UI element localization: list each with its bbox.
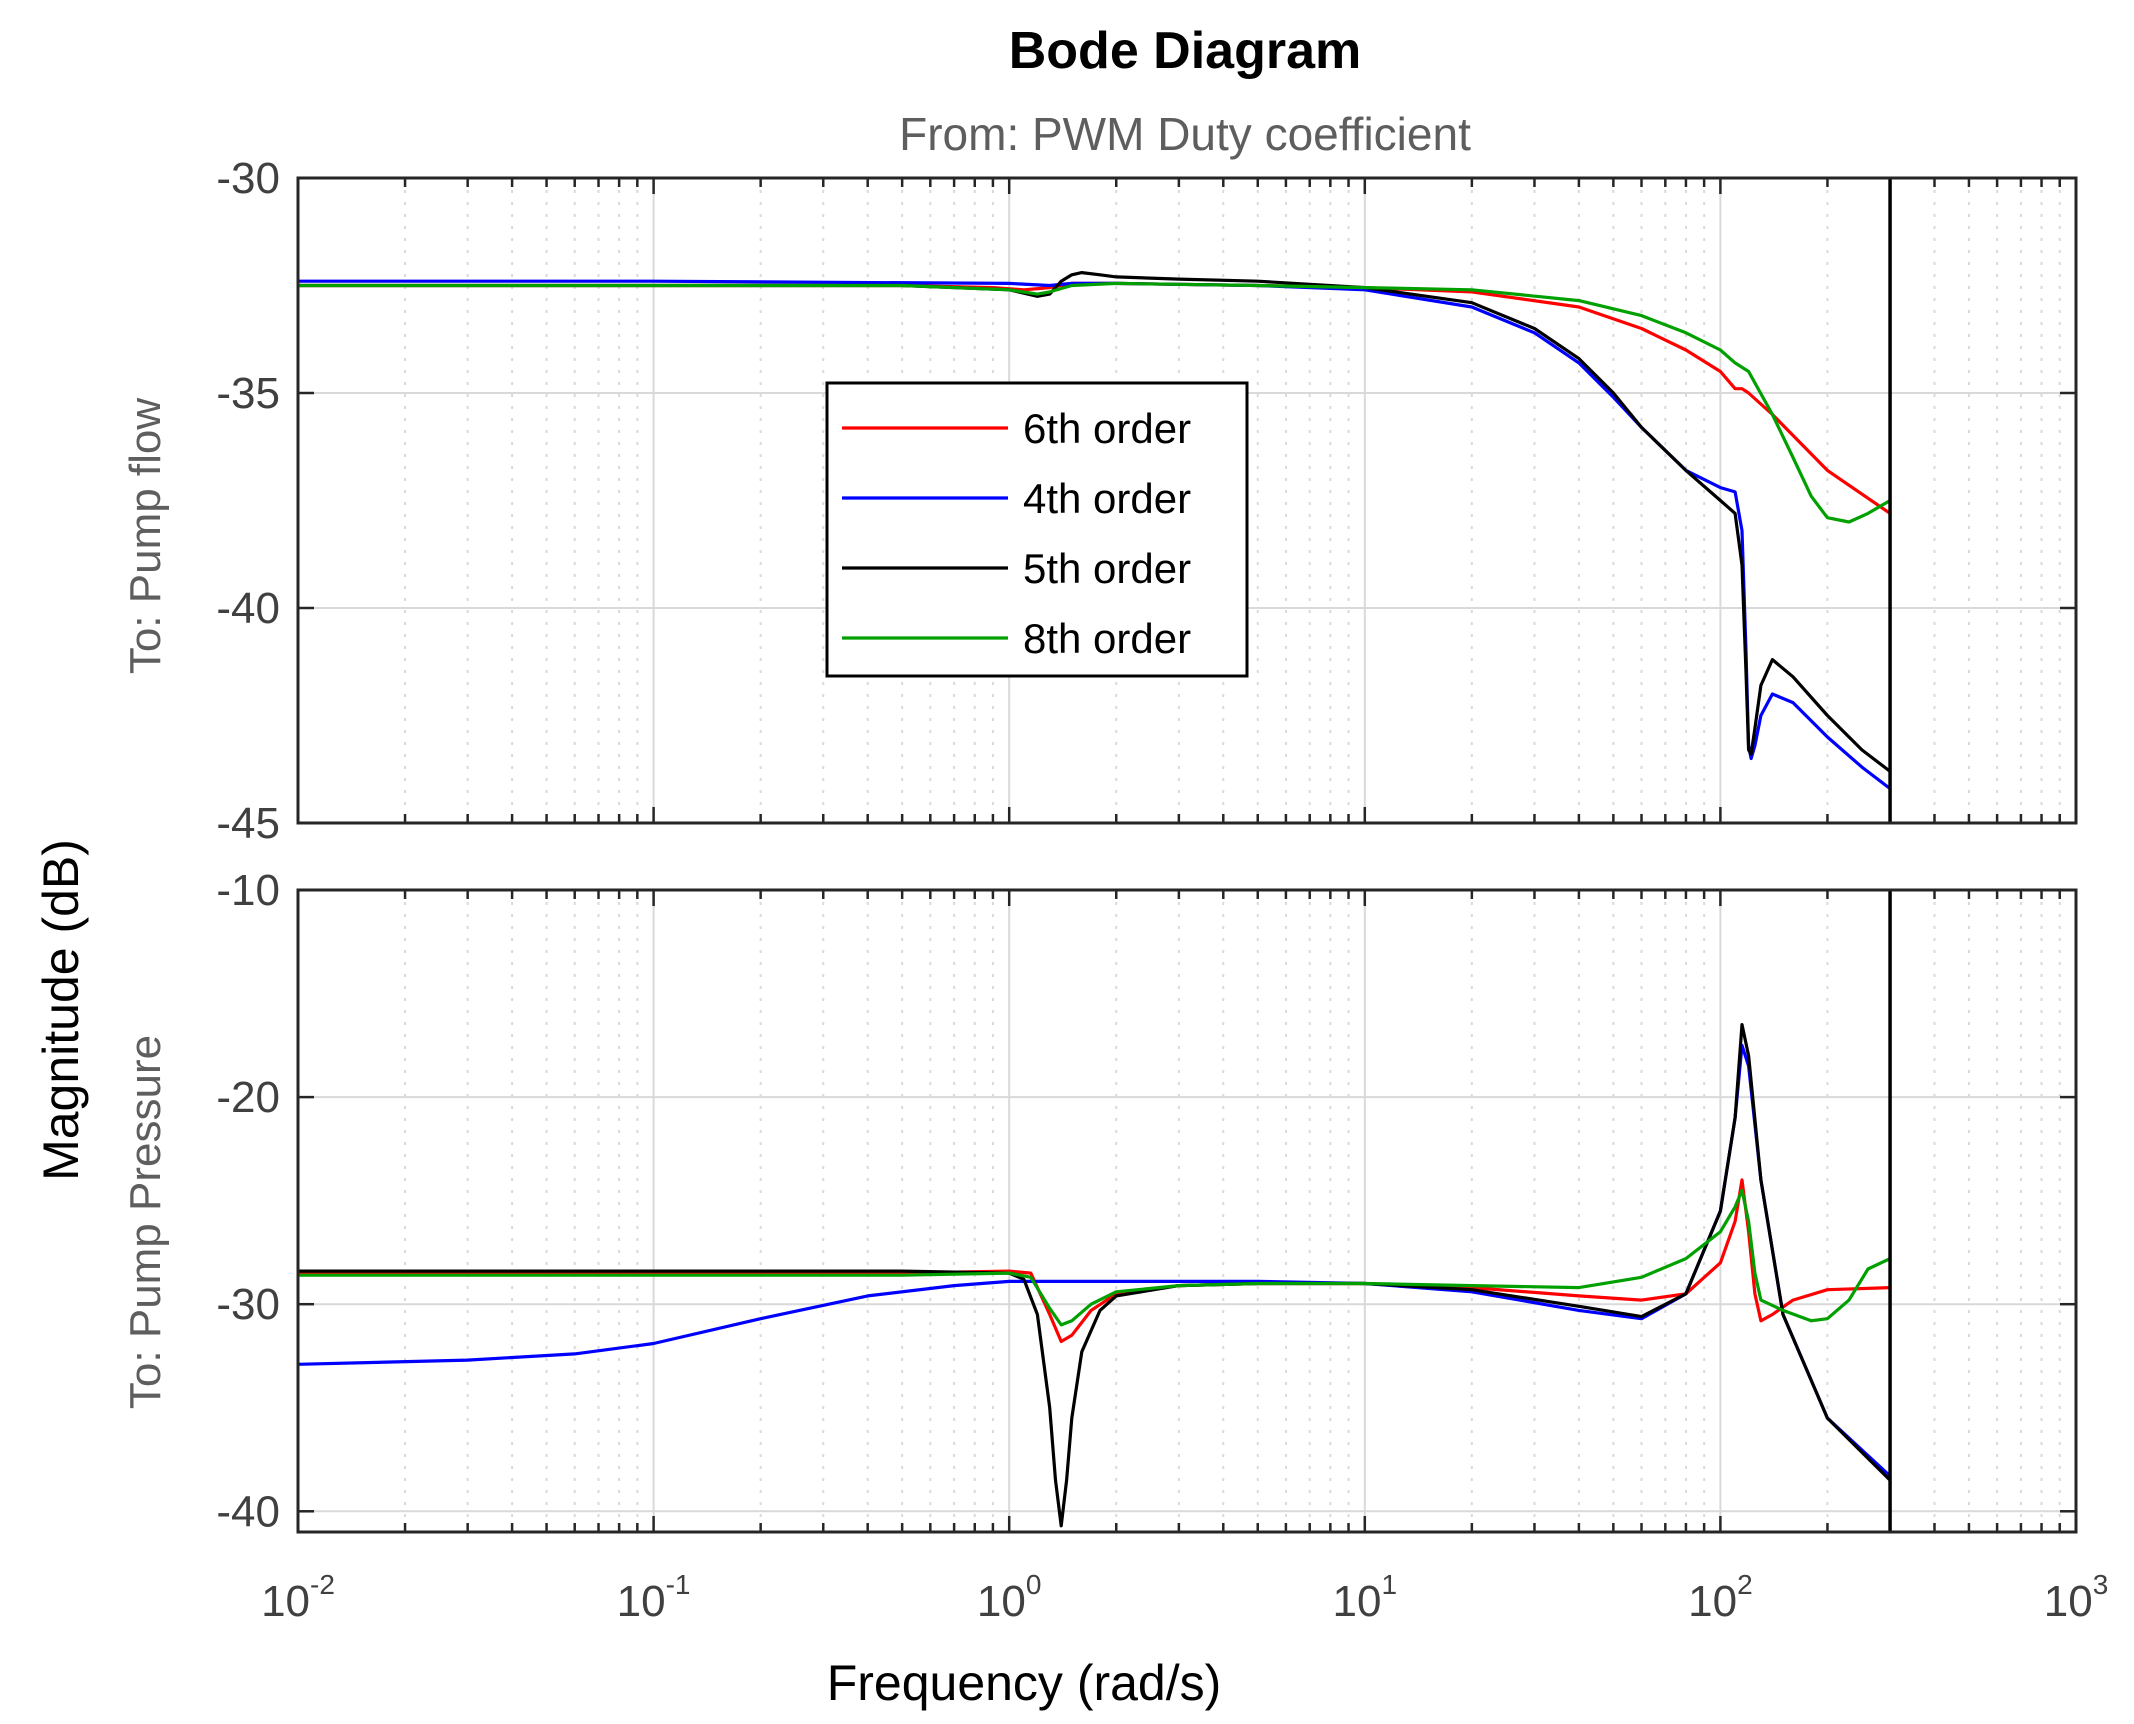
x-tick-label: 100 bbox=[977, 1569, 1042, 1626]
y-ticks-top: -30 -35 -40 -45 bbox=[216, 154, 280, 848]
row-label-pump-pressure: To: Pump Pressure bbox=[121, 1035, 170, 1409]
x-tick-label: 10-1 bbox=[617, 1569, 691, 1626]
x-tick-exponent: -1 bbox=[666, 1569, 691, 1600]
series-8th-order bbox=[298, 281, 1891, 524]
legend-label: 4th order bbox=[1023, 475, 1191, 522]
x-tick-exponent: -2 bbox=[310, 1569, 335, 1600]
x-tick-label: 10-2 bbox=[261, 1569, 335, 1626]
x-tick-exponent: 3 bbox=[2093, 1569, 2109, 1600]
x-tick-exponent: 1 bbox=[1381, 1569, 1397, 1600]
x-tick-exponent: 0 bbox=[1026, 1569, 1042, 1600]
y-tick-label: -40 bbox=[216, 1487, 280, 1536]
y-tick-label: -10 bbox=[216, 866, 280, 915]
y-axis-label: Magnitude (dB) bbox=[33, 839, 89, 1181]
x-tick-exponent: 2 bbox=[1737, 1569, 1753, 1600]
legend-box bbox=[825, 381, 1249, 678]
series-8th-order bbox=[298, 1188, 1891, 1327]
y-tick-label: -20 bbox=[216, 1073, 280, 1122]
bottom-panel-frame bbox=[296, 888, 2078, 1534]
x-tick-label: 103 bbox=[2044, 1569, 2109, 1626]
series-layer bbox=[298, 178, 1892, 1532]
legend: 6th order 4th order 5th order 8th order bbox=[825, 381, 1249, 678]
chart-title: Bode Diagram bbox=[1009, 22, 1362, 80]
y-tick-label: -40 bbox=[216, 584, 280, 633]
x-ticks: 10-2 10-1 100 101 102 103 bbox=[261, 1569, 2108, 1626]
x-tick-base: 10 bbox=[261, 1577, 310, 1626]
legend-label: 5th order bbox=[1023, 545, 1191, 592]
x-tick-base: 10 bbox=[2044, 1577, 2093, 1626]
x-tick-base: 10 bbox=[617, 1577, 666, 1626]
y-tick-label: -45 bbox=[216, 799, 280, 848]
y-ticks-bottom: -10 -20 -30 -40 bbox=[216, 866, 280, 1536]
top-panel-frame bbox=[296, 176, 2078, 825]
tick-layer bbox=[296, 176, 2076, 1532]
chart-subtitle: From: PWM Duty coefficient bbox=[899, 108, 1471, 160]
x-axis-label: Frequency (rad/s) bbox=[827, 1655, 1222, 1711]
row-label-pump-flow: To: Pump flow bbox=[121, 398, 170, 675]
y-tick-label: -30 bbox=[216, 154, 280, 203]
legend-label: 6th order bbox=[1023, 405, 1191, 452]
y-tick-label: -30 bbox=[216, 1280, 280, 1329]
grid-layer bbox=[298, 178, 2076, 1532]
legend-label: 8th order bbox=[1023, 615, 1191, 662]
x-tick-base: 10 bbox=[1333, 1577, 1382, 1626]
y-tick-label: -35 bbox=[216, 369, 280, 418]
series-6th-order bbox=[298, 1178, 1891, 1344]
series-4th-order bbox=[298, 1043, 1892, 1478]
x-tick-base: 10 bbox=[977, 1577, 1026, 1626]
x-tick-base: 10 bbox=[1688, 1577, 1737, 1626]
x-tick-label: 101 bbox=[1333, 1569, 1398, 1626]
x-tick-label: 102 bbox=[1688, 1569, 1753, 1626]
